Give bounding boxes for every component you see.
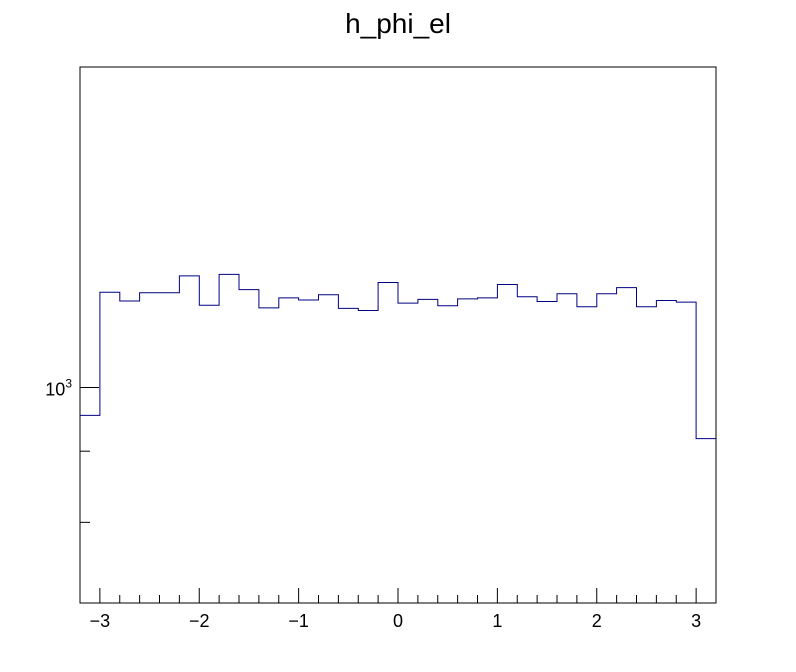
x-axis: −3 −2 −1 0 1 2 3	[90, 588, 701, 631]
x-tick-label: 1	[492, 611, 502, 631]
chart-title: h_phi_el	[345, 8, 451, 39]
y-tick-label: 103	[45, 377, 72, 400]
x-tick-label: −3	[90, 611, 111, 631]
x-tick-label: 3	[691, 611, 701, 631]
x-tick-label: 0	[393, 611, 403, 631]
plot-frame	[79, 66, 717, 604]
x-tick-label: −2	[189, 611, 210, 631]
x-tick-label: 2	[592, 611, 602, 631]
histogram-series-line	[80, 273, 716, 440]
x-tick-label: −1	[288, 611, 309, 631]
y-axis: 103	[45, 377, 99, 604]
